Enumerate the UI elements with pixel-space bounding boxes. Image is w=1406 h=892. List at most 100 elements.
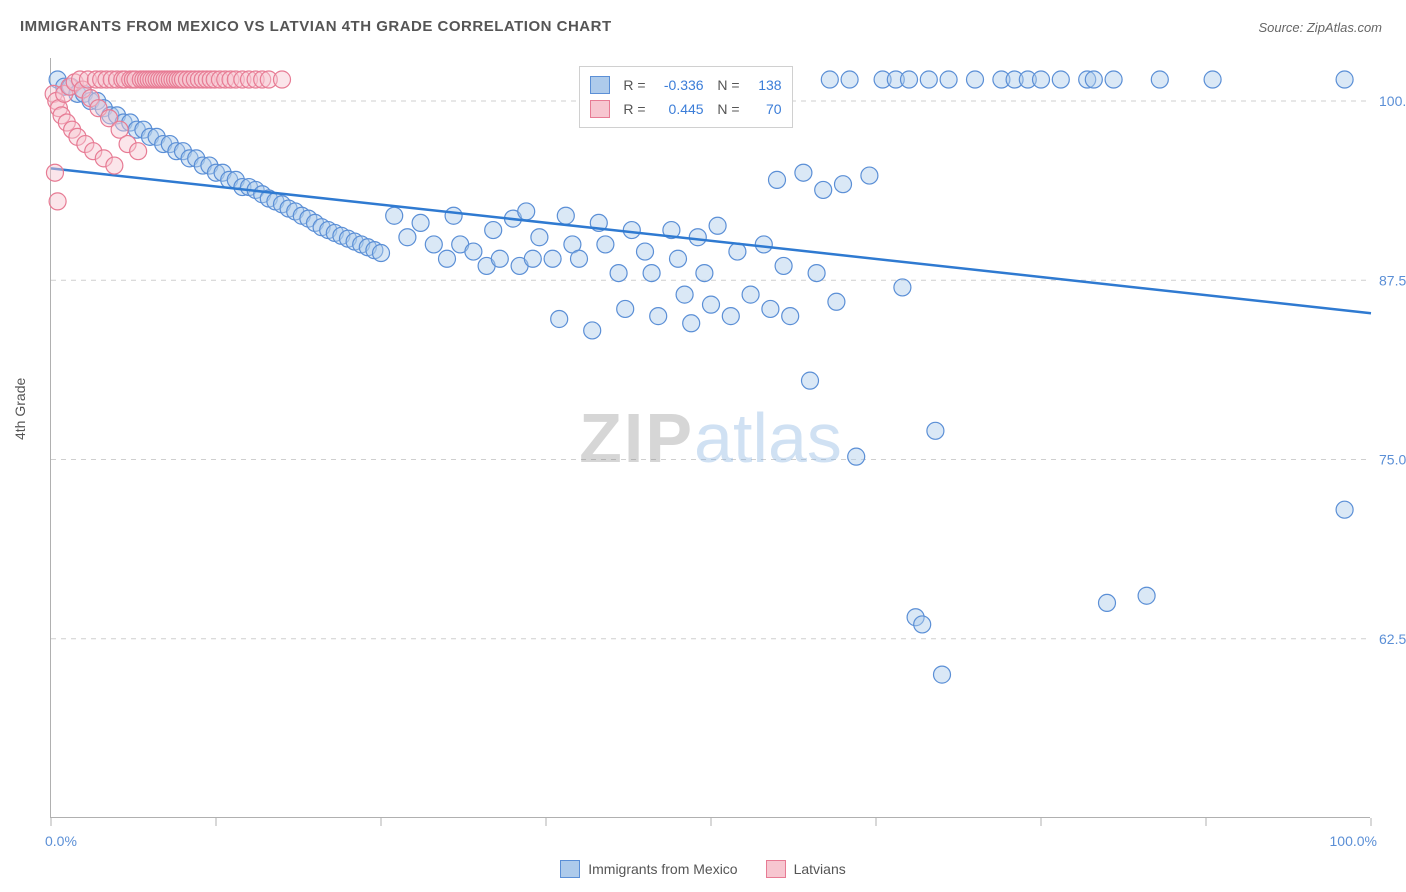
y-tick-label: 100.0% [1379,93,1406,109]
bottom-legend-item: Immigrants from Mexico [560,860,737,878]
data-point-mexico [920,71,937,88]
data-point-mexico [524,250,541,267]
data-point-mexico [491,250,508,267]
data-point-mexico [769,171,786,188]
chart-title: IMMIGRANTS FROM MEXICO VS LATVIAN 4TH GR… [20,18,612,35]
data-point-mexico [1138,587,1155,604]
legend-swatch [560,860,580,878]
stat-r-value: -0.336 [654,77,704,93]
legend-swatch [766,860,786,878]
data-point-latvians [46,164,63,181]
data-point-mexico [650,308,667,325]
stats-legend: R = -0.336 N = 138 R = 0.445 N = 70 [579,66,793,128]
bottom-legend-item: Latvians [766,860,846,878]
data-point-mexico [373,245,390,262]
data-point-mexico [861,167,878,184]
data-point-mexico [1151,71,1168,88]
data-point-mexico [821,71,838,88]
legend-label: Immigrants from Mexico [588,861,737,877]
data-point-mexico [689,229,706,246]
data-point-mexico [610,265,627,282]
data-point-mexico [934,666,951,683]
data-point-mexico [399,229,416,246]
data-point-latvians [106,157,123,174]
stat-r-label: R = [618,77,646,93]
data-point-mexico [835,176,852,193]
data-point-mexico [1033,71,1050,88]
data-point-mexico [571,250,588,267]
stats-legend-row: R = 0.445 N = 70 [590,97,782,121]
data-point-mexico [676,286,693,303]
stats-legend-row: R = -0.336 N = 138 [590,73,782,97]
stat-r-label: R = [618,101,646,117]
data-point-mexico [531,229,548,246]
data-point-mexico [683,315,700,332]
data-point-mexico [643,265,660,282]
data-point-mexico [828,293,845,310]
x-max-label: 100.0% [1330,833,1377,849]
data-point-mexico [544,250,561,267]
y-tick-label: 62.5% [1379,631,1406,647]
data-point-mexico [584,322,601,339]
y-axis-title: 4th Grade [12,378,28,440]
y-tick-label: 87.5% [1379,272,1406,288]
data-point-mexico [485,222,502,239]
data-point-mexico [617,300,634,317]
data-point-mexico [425,236,442,253]
data-point-mexico [795,164,812,181]
y-tick-label: 75.0% [1379,452,1406,468]
data-point-mexico [742,286,759,303]
data-point-mexico [1105,71,1122,88]
data-point-latvians [49,193,66,210]
data-point-mexico [782,308,799,325]
data-point-mexico [762,300,779,317]
legend-swatch [590,76,610,94]
x-min-label: 0.0% [45,833,77,849]
data-point-mexico [775,257,792,274]
data-point-mexico [755,236,772,253]
data-point-mexico [815,181,832,198]
data-point-mexico [703,296,720,313]
data-point-mexico [1204,71,1221,88]
stat-n-label: N = [712,77,740,93]
data-point-mexico [1052,71,1069,88]
legend-swatch [590,100,610,118]
data-point-mexico [1336,501,1353,518]
data-point-mexico [518,203,535,220]
data-point-mexico [927,422,944,439]
data-point-mexico [465,243,482,260]
data-point-latvians [274,71,291,88]
plot-area: 62.5%75.0%87.5%100.0%0.0%100.0% ZIPatlas… [50,58,1370,818]
data-point-mexico [623,222,640,239]
data-point-mexico [557,207,574,224]
data-point-mexico [1085,71,1102,88]
legend-label: Latvians [794,861,846,877]
data-point-mexico [967,71,984,88]
data-point-mexico [412,214,429,231]
data-point-mexico [709,217,726,234]
data-point-mexico [1099,594,1116,611]
data-point-mexico [848,448,865,465]
data-point-mexico [808,265,825,282]
data-point-mexico [894,279,911,296]
bottom-legend: Immigrants from Mexico Latvians [0,860,1406,878]
data-point-mexico [1336,71,1353,88]
trendline-mexico [51,168,1371,313]
stat-n-value: 138 [748,77,782,93]
data-point-mexico [901,71,918,88]
data-point-mexico [914,616,931,633]
data-point-mexico [597,236,614,253]
data-point-mexico [802,372,819,389]
plot-svg: 62.5%75.0%87.5%100.0%0.0%100.0% [51,58,1370,817]
stat-n-value: 70 [748,101,782,117]
stat-r-value: 0.445 [654,101,704,117]
stat-n-label: N = [712,101,740,117]
data-point-mexico [722,308,739,325]
data-point-mexico [551,310,568,327]
data-point-mexico [439,250,456,267]
data-point-mexico [841,71,858,88]
data-point-mexico [696,265,713,282]
data-point-latvians [130,143,147,160]
chart-source: Source: ZipAtlas.com [1258,20,1382,35]
data-point-mexico [445,207,462,224]
